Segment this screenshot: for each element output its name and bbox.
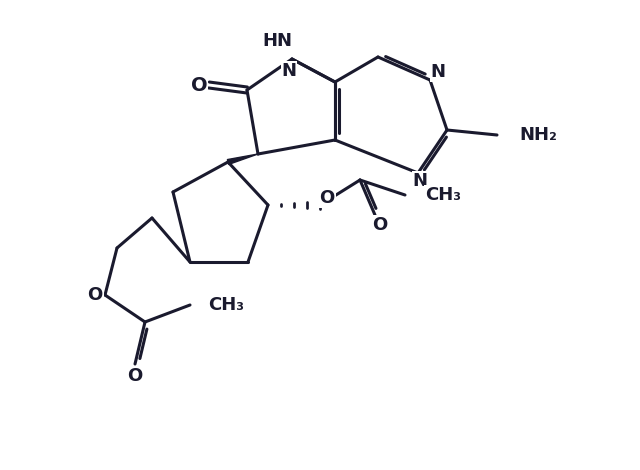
Text: CH₃: CH₃	[208, 296, 244, 314]
Text: N: N	[413, 172, 428, 190]
Text: O: O	[88, 286, 102, 304]
Text: O: O	[191, 76, 207, 94]
Text: O: O	[319, 189, 335, 207]
Text: O: O	[127, 367, 143, 385]
Polygon shape	[227, 154, 258, 164]
Text: CH₃: CH₃	[425, 186, 461, 204]
Text: N: N	[282, 62, 296, 80]
Text: NH₂: NH₂	[519, 126, 557, 144]
Text: N: N	[431, 63, 445, 81]
Text: HN: HN	[262, 32, 292, 50]
Text: O: O	[372, 216, 388, 234]
